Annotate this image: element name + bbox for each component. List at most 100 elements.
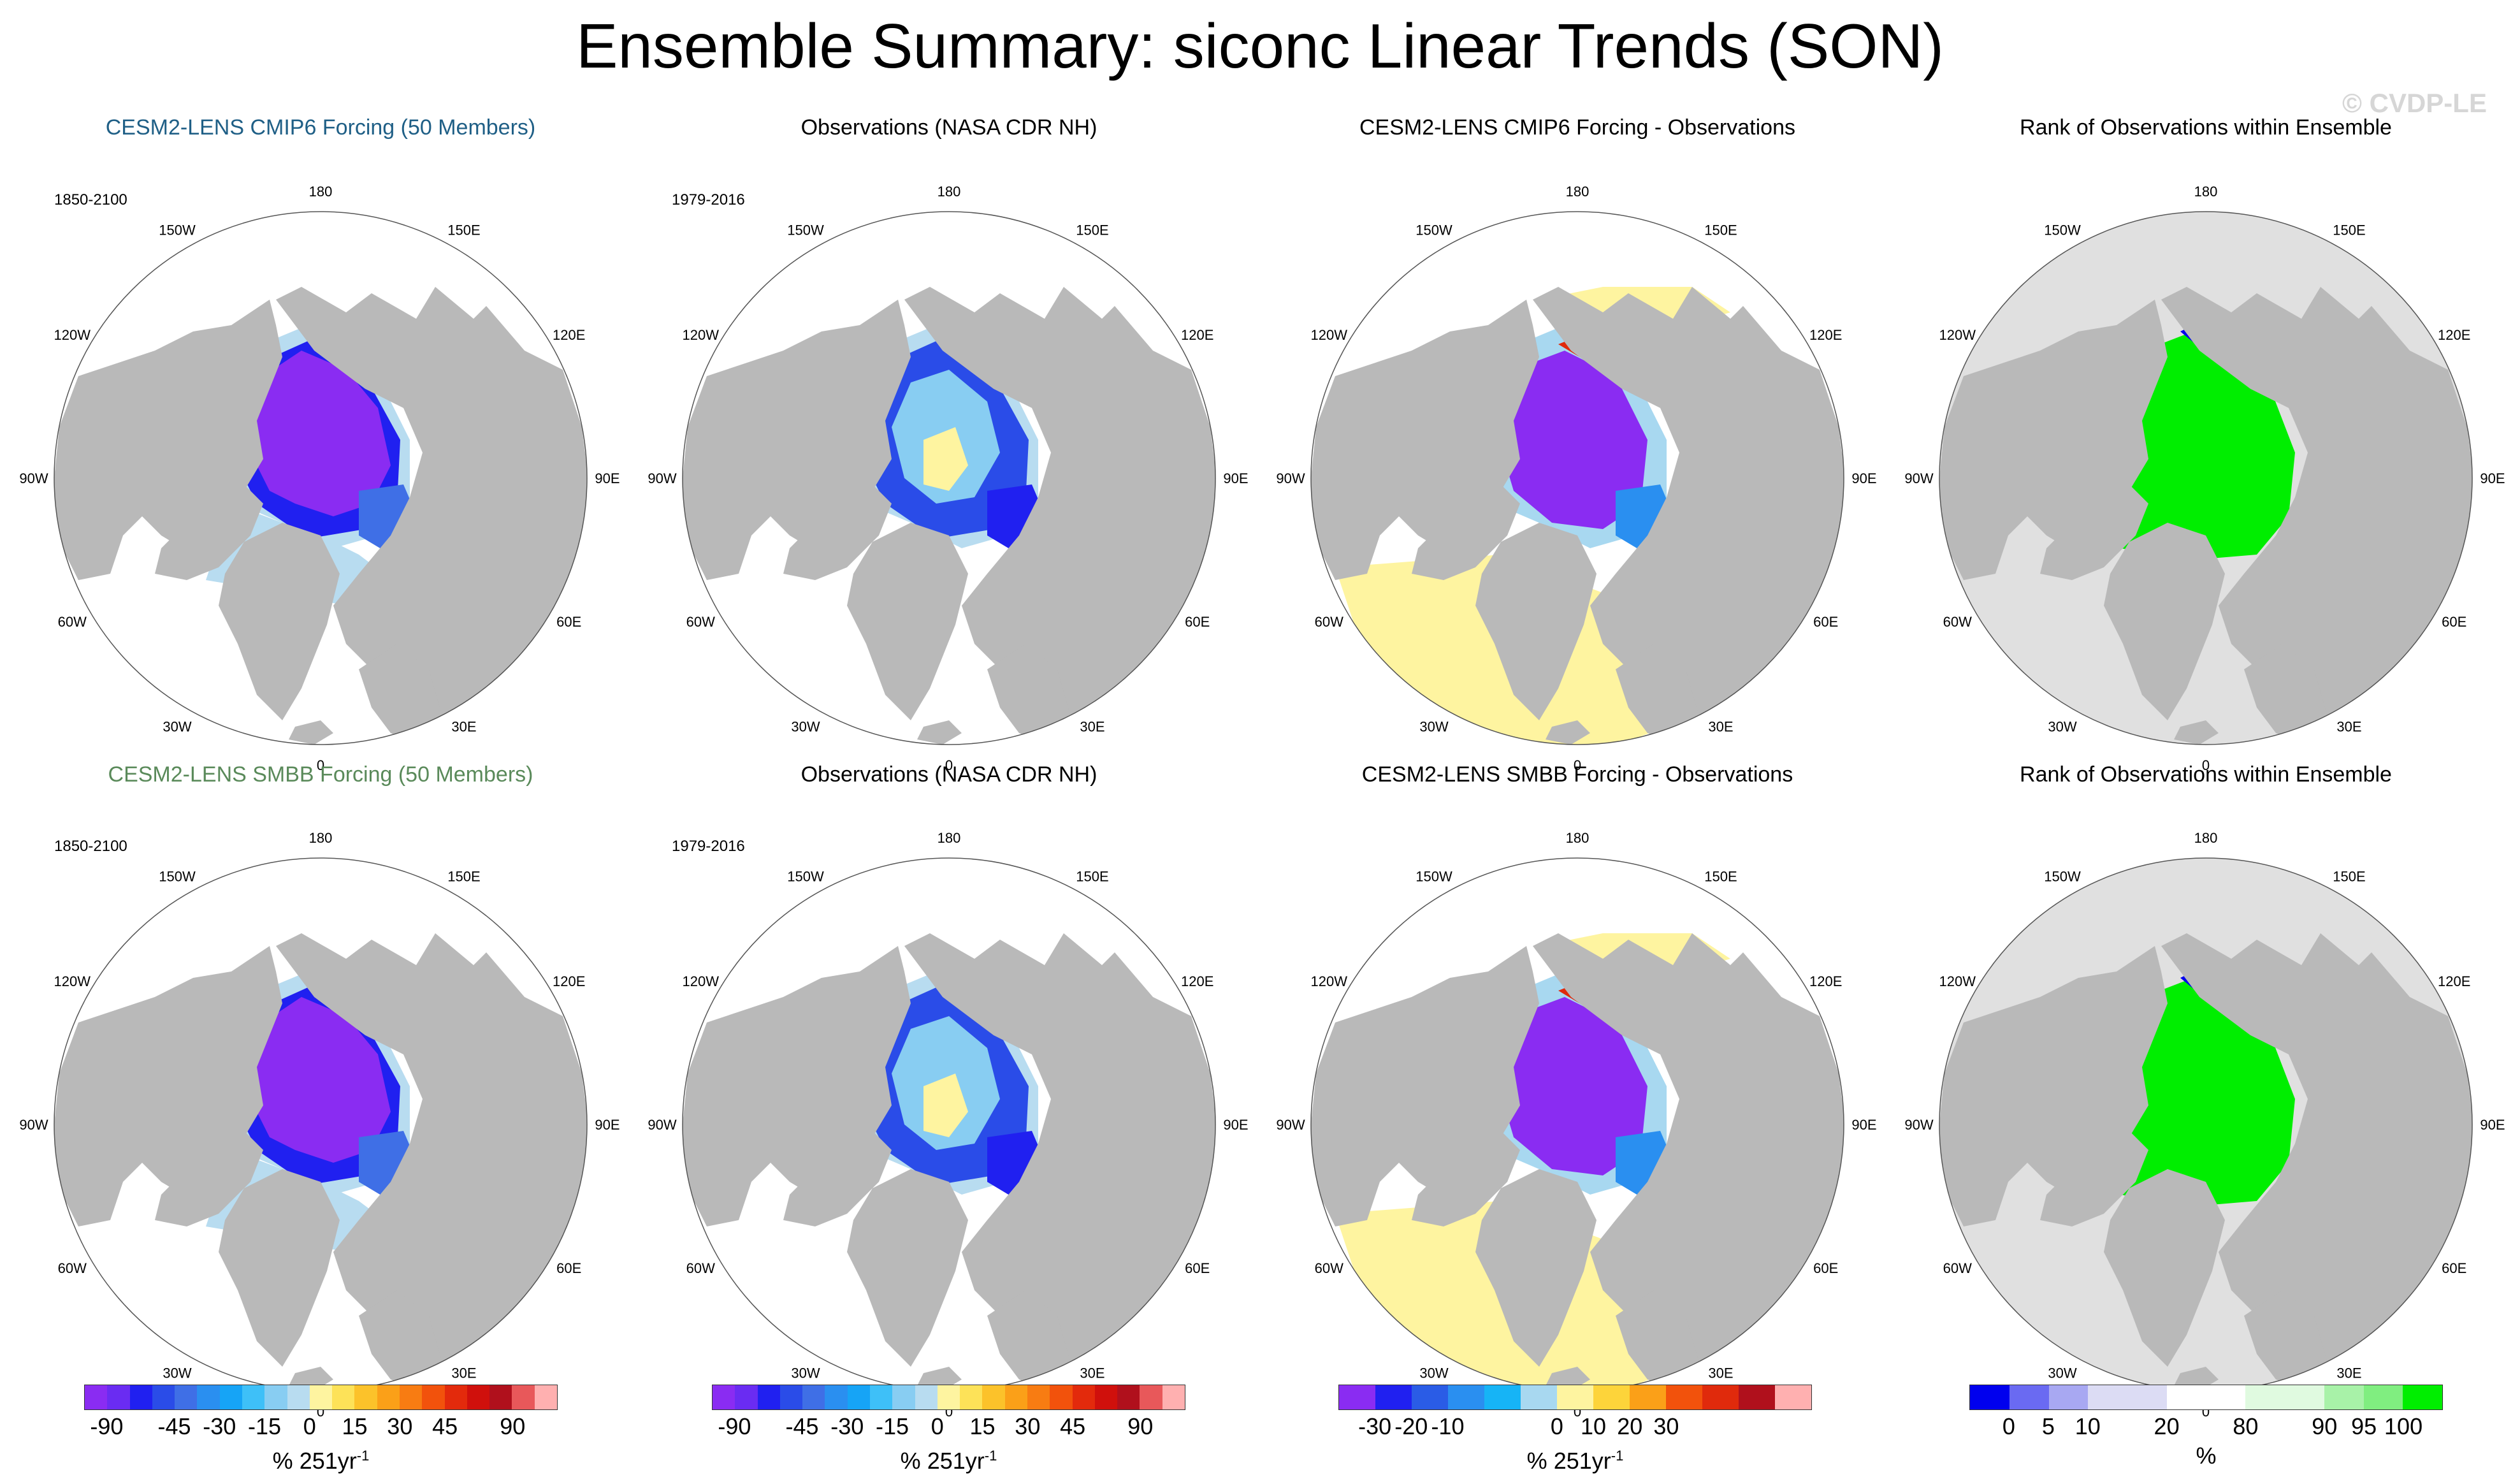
colorbar-swatch [960, 1385, 983, 1409]
colorbar-swatch [2245, 1385, 2285, 1409]
colorbar-swatch [1094, 1385, 1118, 1409]
colorbar-tick-label: -30 [203, 1413, 236, 1439]
longitude-label: 90E [1223, 470, 1248, 486]
land-scandinavia [1616, 644, 1698, 745]
longitude-label: 150E [447, 222, 480, 238]
longitude-label: 150E [2333, 222, 2365, 238]
colorbar-swatch [152, 1385, 175, 1409]
colorbar-swatch [309, 1385, 333, 1409]
map-border [1310, 211, 1844, 745]
longitude-label: 150W [1416, 868, 1452, 884]
colorbar-swatch [1448, 1385, 1484, 1409]
land-baffin [783, 1131, 892, 1226]
colorbar-swatch [937, 1385, 960, 1409]
longitude-label: 150W [159, 868, 196, 884]
land-greenland [2104, 1169, 2225, 1367]
colorbar-swatch [1027, 1385, 1050, 1409]
longitude-label: 180 [1566, 830, 1589, 846]
longitude-label: 90W [1904, 470, 1933, 486]
land-siberia [1533, 933, 1844, 1391]
page-title: Ensemble Summary: siconc Linear Trends (… [576, 11, 1944, 81]
longitude-label: 120W [683, 973, 720, 989]
colorbar-swatch [1970, 1385, 2009, 1409]
longitude-label: 150E [1704, 868, 1737, 884]
colorbar-swatch [1702, 1385, 1739, 1409]
longitude-label: 90E [595, 470, 619, 486]
colorbar-swatch [1412, 1385, 1448, 1409]
colorbar-tick-label: 45 [432, 1413, 458, 1439]
longitude-label: 30E [2336, 1365, 2361, 1381]
colorbar-swatch [735, 1385, 758, 1409]
colorbar-unit-label: % 251yr-1 [272, 1448, 370, 1474]
map-border [1939, 211, 2473, 745]
land-scandinavia [2244, 1290, 2327, 1391]
land-greenland [2104, 523, 2225, 720]
colorbar-swatch [197, 1385, 220, 1409]
colorbar-swatch [1775, 1385, 1811, 1409]
colorbar-swatch [422, 1385, 445, 1409]
longitude-label: 180 [1566, 184, 1589, 200]
land-baffin [155, 1131, 263, 1226]
colorbar-tick-label: -30 [830, 1413, 864, 1439]
polar-map-panel: 1850-2100 180 150E 120E 90E 60E 30E 0 30W 60W 90W 1… [6, 748, 635, 1420]
colorbar-unit-label: % 251yr-1 [900, 1448, 997, 1474]
land-baffin [1412, 1131, 1520, 1226]
land-siberia [276, 287, 587, 745]
land-america [683, 300, 911, 580]
land-greenland [847, 523, 968, 720]
period-label: 1850-2100 [54, 838, 127, 855]
longitude-label: 30E [1080, 1365, 1104, 1381]
colorbar-tick-label: -15 [248, 1413, 282, 1439]
colorbar-swatch [1484, 1385, 1521, 1409]
colorbar-swatch [107, 1385, 130, 1409]
longitude-label: 30W [791, 719, 820, 735]
land-america [683, 946, 911, 1226]
land-greenland [1475, 523, 1597, 720]
longitude-label: 60E [2442, 1260, 2466, 1276]
colorbar-tick-label: 0 [931, 1413, 944, 1439]
longitude-label: 150W [787, 868, 824, 884]
longitude-label: 90W [19, 470, 48, 486]
longitude-label: 180 [309, 184, 333, 200]
colorbar-unit-label: % 251yr-1 [1526, 1448, 1624, 1474]
longitude-label: 120E [1809, 973, 1842, 989]
colorbar-tick-label: 0 [2002, 1413, 2015, 1439]
arctic-decline [1495, 351, 1647, 529]
land-america [1311, 946, 1539, 1226]
colorbar-swatch [1004, 1385, 1027, 1409]
longitude-label: 90W [1276, 470, 1305, 486]
longitude-label: 30W [791, 1365, 820, 1381]
longitude-label: 150E [447, 868, 480, 884]
longitude-label: 90W [19, 1117, 48, 1133]
longitude-label: 30E [451, 1365, 476, 1381]
land-america [1939, 300, 2168, 580]
longitude-label: 90W [648, 1117, 676, 1133]
period-label: 1850-2100 [54, 191, 127, 208]
colorbar-tick-label: -15 [876, 1413, 909, 1439]
longitude-label: 120E [2438, 973, 2470, 989]
colorbar-swatch [713, 1385, 735, 1409]
colorbar-swatch [982, 1385, 1005, 1409]
colorbar-swatch [869, 1385, 893, 1409]
polar-map-panel: 1979-2016 180 150E 120E 90E 60E 30E 0 30W 60W 90W 1… [635, 102, 1263, 773]
longitude-label: 150E [1076, 868, 1108, 884]
longitude-label: 60W [58, 1260, 87, 1276]
colorbar-difference: -30 -20 -10 0 10 20 30 % 251yr-1 [1338, 1385, 1812, 1474]
watermark: © CVDP-LE [2342, 88, 2487, 118]
colorbar-tick-label: 15 [969, 1413, 996, 1439]
polar-map-panel: 1979-2016 180 150E 120E 90E 60E 30E 0 30W 60W 90W 1… [635, 748, 1263, 1420]
arctic-decline [1495, 997, 1647, 1175]
longitude-label: 120E [1181, 973, 1213, 989]
colorbar-tick-label: 10 [2075, 1413, 2101, 1439]
land-greenland [847, 1169, 968, 1367]
polar-map-panel: 180 150E 120E 90E 60E 30E 0 30W 60W 90W 120W 150W [1263, 748, 1892, 1420]
land-iceland [2174, 720, 2219, 745]
land-greenland [219, 523, 340, 720]
longitude-label: 60E [1185, 614, 1210, 630]
longitude-label: 30E [1708, 1365, 1733, 1381]
colorbar-tick-label: -45 [785, 1413, 819, 1439]
